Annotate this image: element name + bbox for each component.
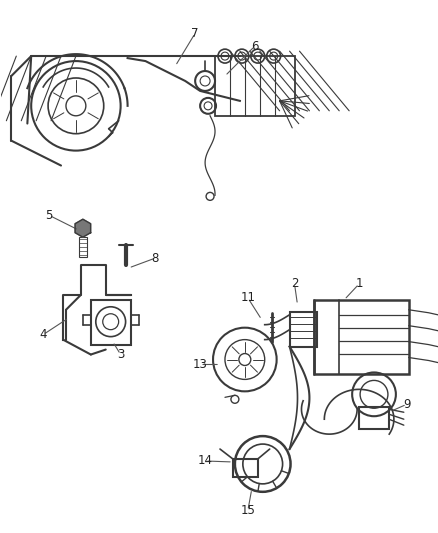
Polygon shape xyxy=(75,219,90,237)
Bar xyxy=(91,300,130,345)
Text: 4: 4 xyxy=(39,328,47,341)
Text: 2: 2 xyxy=(290,277,297,290)
Text: 13: 13 xyxy=(192,358,207,371)
Text: 7: 7 xyxy=(191,27,198,40)
Bar xyxy=(233,459,257,477)
Text: 14: 14 xyxy=(197,455,212,467)
Bar xyxy=(289,312,317,346)
Bar xyxy=(314,300,408,375)
Bar xyxy=(215,56,294,116)
Text: 9: 9 xyxy=(402,398,410,411)
Text: 15: 15 xyxy=(240,504,254,517)
Text: 11: 11 xyxy=(240,292,255,304)
Text: 8: 8 xyxy=(152,252,159,264)
Bar xyxy=(79,237,87,257)
Bar xyxy=(358,407,388,429)
Text: 6: 6 xyxy=(251,39,258,53)
Text: 1: 1 xyxy=(354,277,362,290)
Text: 3: 3 xyxy=(117,348,124,361)
Text: 5: 5 xyxy=(45,209,53,222)
